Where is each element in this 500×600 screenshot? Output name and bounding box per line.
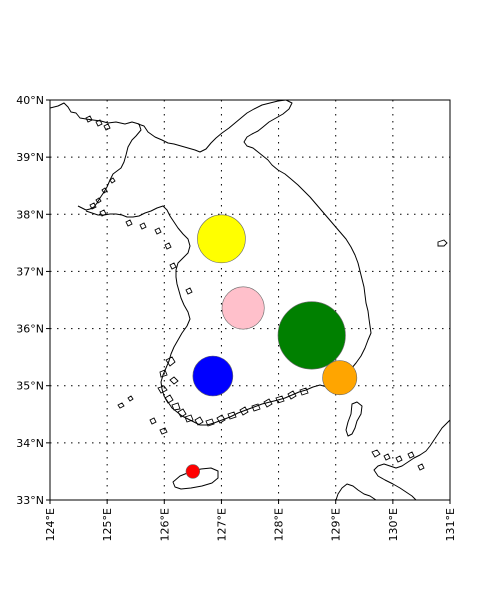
lon-tick-label: 128°E <box>273 508 286 541</box>
lon-tick-label: 127°E <box>215 508 228 541</box>
marker-pink <box>221 286 265 330</box>
coastline <box>50 100 450 500</box>
lat-tick-label: 33°N <box>16 494 44 507</box>
marker-green <box>277 301 346 370</box>
coastline-japan-islands <box>371 449 425 471</box>
map-frame <box>49 99 451 501</box>
lon-tick-label: 125°E <box>101 508 114 541</box>
lat-tick-label: 40°N <box>16 94 44 107</box>
lat-tick-label: 34°N <box>16 437 44 450</box>
lon-tick-label: 131°E <box>444 508 457 541</box>
coastline-japan <box>335 419 450 500</box>
coastline-islands-west <box>89 202 309 435</box>
site-markers <box>185 214 358 479</box>
coastline-ulleung <box>437 239 448 247</box>
lat-tick-label: 35°N <box>16 380 44 393</box>
marker-blue <box>192 355 234 397</box>
lat-tick-label: 39°N <box>16 151 44 164</box>
lat-tick-label: 36°N <box>16 323 44 336</box>
marker-yellow <box>197 214 246 264</box>
lon-tick-label: 124°E <box>44 508 57 541</box>
marker-red <box>185 464 201 479</box>
axis-ticks: 124°E 125°E 126°E 127°E 128°E 129°E 130°E 131°E… <box>16 94 457 541</box>
lon-tick-label: 130°E <box>387 508 400 541</box>
lat-tick-label: 37°N <box>16 265 44 278</box>
lon-tick-label: 129°E <box>330 508 343 541</box>
coastline-korea-peninsula <box>85 100 372 426</box>
lat-tick-label: 38°N <box>16 208 44 221</box>
marker-orange <box>322 360 358 396</box>
lon-tick-label: 126°E <box>158 508 171 541</box>
coastline-china <box>50 102 142 211</box>
coastline-west-korea <box>137 100 287 153</box>
coastline-islands-china <box>85 115 116 204</box>
coastline-tsushima <box>345 401 363 437</box>
